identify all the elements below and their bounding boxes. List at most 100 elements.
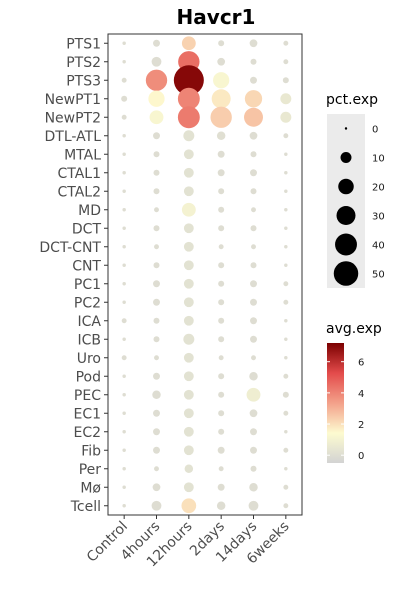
y-tick-label: PC1 [74, 277, 101, 293]
y-tick-label: PEC [74, 388, 101, 404]
dot-Tcell-12hours [181, 498, 197, 514]
dot-PEC-2days [218, 391, 225, 398]
dot-PTS3-2days [213, 72, 230, 89]
dot-Per-14days [250, 465, 257, 472]
dot-PTS1-6weeks [283, 40, 289, 46]
dot-DCT-4hours [153, 225, 160, 232]
dot-Tcell-6weeks [283, 503, 289, 509]
dot-EC1-6weeks [283, 410, 289, 416]
dot-CTAL2-6weeks [284, 189, 288, 193]
y-tick-label: EC2 [73, 425, 101, 441]
dot-DCT-Control [122, 226, 126, 230]
dot-ICA-Control [121, 318, 127, 324]
dot-MD-12hours [181, 202, 196, 217]
dot-PEC-4hours [152, 390, 161, 399]
y-tick-label: PTS1 [66, 36, 101, 52]
dot-DTL-ATL-12hours [183, 130, 195, 142]
dot-DCT-CNT-14days [251, 244, 256, 250]
dot-PEC-14days [246, 387, 261, 402]
dot-NewPT1-14days [244, 90, 263, 108]
dot-PTS1-4hours [153, 39, 160, 47]
dot-Uro-6weeks [284, 356, 288, 360]
dot-EC1-Control [122, 411, 126, 415]
dot-MTAL-4hours [153, 151, 160, 158]
dot-CTAL2-2days [218, 188, 225, 195]
dot-PC2-14days [250, 298, 257, 306]
dot-MTAL-6weeks [284, 152, 288, 156]
dot-PTS1-12hours [181, 36, 196, 51]
dot-DCT-CNT-4hours [154, 244, 159, 250]
dot-PTS1-14days [249, 39, 258, 48]
dot-EC1-2days [218, 410, 225, 417]
dot-Mø-6weeks [283, 484, 289, 490]
dot-PC2-Control [122, 300, 126, 304]
dot-CTAL2-4hours [153, 188, 160, 195]
color-legend-label: 0 [358, 451, 364, 462]
dot-Uro-2days [218, 355, 224, 361]
dot-CTAL2-Control [122, 189, 126, 193]
dot-PC1-14days [250, 280, 257, 288]
legend-area: pct.exp 0 10 20 30 40 50 avg.exp 0 2 4 6 [326, 92, 385, 463]
dot-Tcell-Control [122, 504, 126, 508]
dot-EC1-14days [249, 409, 258, 418]
dot-MD-4hours [154, 207, 159, 213]
dot-MD-2days [218, 206, 225, 213]
dot-DCT-14days [250, 225, 257, 232]
dot-Fib-4hours [153, 446, 160, 454]
dot-MTAL-12hours [183, 149, 194, 160]
dot-DTL-ATL-4hours [153, 132, 160, 140]
dot-Per-12hours [184, 464, 194, 473]
dot-PTS3-12hours [173, 65, 204, 96]
y-tick-label: NewPT2 [45, 110, 101, 126]
dot-CNT-2days [218, 262, 225, 269]
dot-ICB-14days [250, 335, 257, 343]
dot-CNT-Control [122, 263, 126, 267]
y-tick-label: Mø [80, 480, 101, 496]
dot-Tcell-14days [248, 500, 259, 511]
y-tick-label: ICA [78, 314, 102, 330]
dot-Fib-12hours [183, 445, 194, 456]
dot-MTAL-14days [250, 151, 257, 158]
size-legend-label: 40 [372, 241, 385, 252]
size-legend-label: 0 [372, 125, 378, 136]
panel-border [107, 33, 303, 516]
dot-PEC-6weeks [282, 391, 289, 398]
dot-Per-Control [122, 467, 126, 471]
dot-NewPT1-2days [211, 89, 231, 109]
size-legend-label: 20 [372, 183, 385, 194]
dot-EC1-4hours [153, 409, 160, 417]
dot-ICA-12hours [183, 315, 194, 326]
dot-MTAL-Control [122, 152, 126, 156]
chart-title: Havcr1 [177, 5, 256, 29]
dot-PEC-12hours [183, 389, 194, 400]
size-legend-dot [335, 233, 357, 256]
dot-NewPT2-2days [210, 106, 232, 128]
dot-CNT-6weeks [284, 263, 288, 267]
dot-PTS3-6weeks [282, 77, 289, 84]
dot-EC2-2days [218, 428, 225, 435]
size-legend-dot [333, 261, 359, 286]
dot-PC1-4hours [153, 280, 160, 288]
color-legend-title: avg.exp [326, 321, 382, 337]
y-tick-label: Fib [81, 443, 101, 459]
y-tick-label: EC1 [73, 406, 101, 422]
dot-ICA-4hours [153, 317, 160, 324]
dot-Fib-2days [217, 446, 225, 454]
dot-Per-6weeks [284, 467, 288, 471]
size-legend-title: pct.exp [326, 92, 378, 108]
size-legend-label: 50 [372, 270, 385, 281]
dot-DCT-6weeks [284, 226, 288, 230]
dot-ICB-12hours [183, 333, 195, 345]
y-tick-label: DCT-CNT [39, 240, 101, 256]
dot-CTAL1-2days [217, 169, 225, 177]
dot-PC2-6weeks [283, 299, 289, 305]
size-legend-dot [340, 152, 352, 163]
dot-PEC-Control [122, 393, 126, 397]
dot-PTS3-Control [121, 77, 127, 83]
y-tick-label: MD [78, 203, 101, 219]
dot-NewPT2-6weeks [280, 111, 292, 123]
dot-PTS1-2days [218, 40, 225, 47]
dot-ICB-4hours [153, 336, 160, 343]
color-legend-label: 6 [358, 358, 364, 369]
